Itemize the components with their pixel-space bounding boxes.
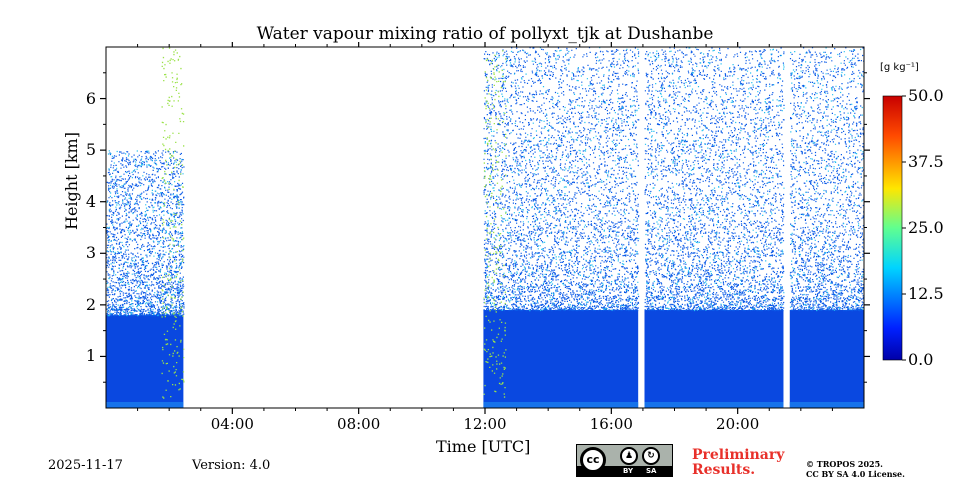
by-label: BY <box>623 467 634 475</box>
x-tick-label: 12:00 <box>463 415 507 433</box>
colorbar-tick-label: 12.5 <box>908 284 944 303</box>
version-label: Version: 4.0 <box>192 458 271 473</box>
chart-title: Water vapour mixing ratio of pollyxt_tjk… <box>256 24 714 44</box>
x-tick-label: 20:00 <box>716 415 760 433</box>
preliminary-line1: Preliminary <box>692 447 785 463</box>
y-tick-label: 6 <box>85 88 96 108</box>
x-tick-label: 08:00 <box>337 415 381 433</box>
share-alike-icon: ↻ <box>642 447 660 465</box>
x-tick-label: 16:00 <box>589 415 633 433</box>
axis-ticks <box>100 42 870 414</box>
y-tick-label: 5 <box>85 140 96 160</box>
copyright-line1: © TROPOS 2025. <box>806 459 883 469</box>
y-tick-label: 4 <box>85 191 96 211</box>
colorbar-tick-label: 25.0 <box>908 218 944 237</box>
colorbar-unit: [g kg⁻¹] <box>880 62 919 73</box>
x-axis-label: Time [UTC] <box>436 437 531 456</box>
colorbar-tick-label: 0.0 <box>908 350 934 369</box>
data-segment-evening-2 <box>789 47 864 408</box>
colorbar-tick-label: 37.5 <box>908 152 944 171</box>
x-tick-label: 04:00 <box>210 415 254 433</box>
cc-icon: cc <box>580 447 606 473</box>
data-segment-night-profile <box>106 47 185 408</box>
date-label: 2025-11-17 <box>48 458 123 473</box>
data-segment-afternoon-evening <box>483 47 640 408</box>
y-tick-label: 3 <box>85 243 96 263</box>
colorbar <box>882 95 903 361</box>
colorbar-ticks <box>902 95 906 361</box>
preliminary-line2: Results. <box>692 462 756 478</box>
colorbar-tick-label: 50.0 <box>908 86 944 105</box>
copyright-line2: CC BY SA 4.0 License. <box>806 469 905 479</box>
data-segment-evening-1 <box>644 47 785 408</box>
attribution-icon: ♟ <box>620 447 638 465</box>
preliminary-notice: Preliminary Results. <box>692 448 784 478</box>
sa-label: SA <box>646 467 657 475</box>
y-tick-label: 2 <box>85 294 96 314</box>
heatmap-layer <box>106 47 864 408</box>
cc-license-badge: cc ♟ ↻ BY SA <box>576 444 673 477</box>
y-tick-label: 1 <box>85 346 96 366</box>
copyright-notice: © TROPOS 2025. CC BY SA 4.0 License. <box>806 459 905 479</box>
